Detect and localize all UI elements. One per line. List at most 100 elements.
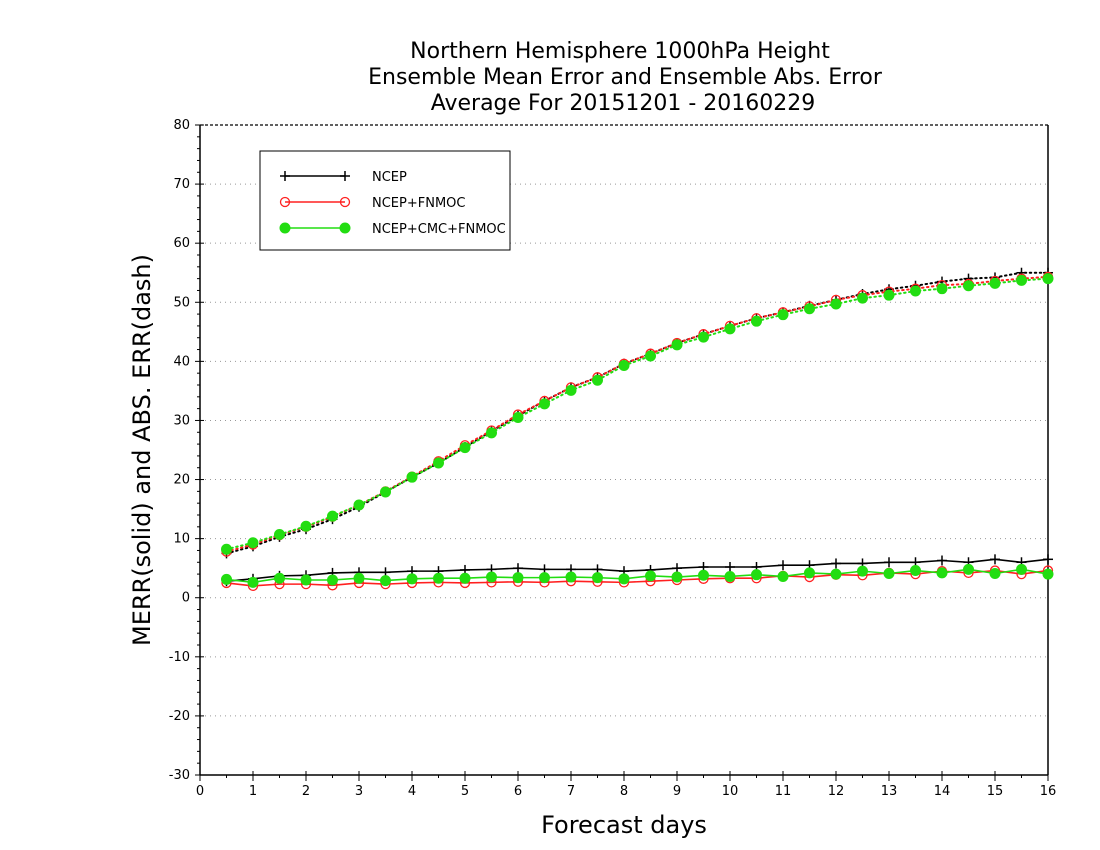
series-ncep-cmc-fnmoc-abs-err-point [433,457,444,469]
series-ncep-cmc-fnmoc-merr-point [406,573,418,585]
y-tick-label: 20 [173,473,190,488]
series-ncep-cmc-fnmoc-abs-err-point [777,309,789,321]
series-ncep-cmc-fnmoc-merr-point [857,565,868,577]
x-tick-label: 8 [620,784,628,799]
series-ncep-cmc-fnmoc-merr-point [247,576,259,588]
series-ncep-cmc-fnmoc-merr-point [433,572,444,584]
series-ncep-cmc-fnmoc-abs-err-point [539,398,550,410]
series-ncep-merr-point [778,560,788,571]
series-ncep-cmc-fnmoc-abs-err-point [1042,273,1054,285]
series-ncep-cmc-fnmoc-merr-point [804,567,815,579]
legend-label-ncep-fnmoc: NCEP+FNMOC [372,196,465,211]
series-ncep-cmc-fnmoc-merr-point [1016,563,1027,575]
legend-item-ncep-fnmoc: NCEP+FNMOC [279,196,465,211]
y-tick-label: 60 [173,236,190,251]
series-ncep-cmc-fnmoc-abs-err-point [883,289,895,301]
x-tick-label: 14 [934,784,951,799]
x-tick-label: 6 [514,784,522,799]
x-tick-label: 3 [355,784,363,799]
series-ncep-cmc-fnmoc-merr-point [300,574,312,586]
series-lines [221,267,1054,592]
y-tick-label: 10 [173,532,190,547]
chart-title-line-2: Ensemble Mean Error and Ensemble Abs. Er… [368,65,883,90]
series-ncep-merr-point [725,562,735,572]
legend-marker-start-ncep [280,171,290,181]
series-ncep-cmc-fnmoc-merr-point [327,574,338,586]
series-ncep-cmc-fnmoc-merr-point [671,571,683,583]
series-ncep-fnmoc [221,271,1054,592]
chart-title-line-1: Northern Hemisphere 1000hPa Height [410,39,830,64]
series-ncep-cmc-fnmoc-merr-point [989,568,1001,579]
legend-label-ncep: NCEP [372,170,407,185]
series-ncep-cmc-fnmoc-merr-point [592,572,603,584]
series-ncep-cmc-fnmoc-merr-point [883,568,895,579]
legend-marker-end-ncep [340,171,350,181]
series-ncep-cmc-fnmoc-merr-point [724,570,736,582]
x-tick-label: 12 [828,784,845,799]
x-tick-label: 5 [461,784,469,799]
series-ncep-cmc-fnmoc-abs-err-point [751,315,762,327]
series-ncep-cmc-fnmoc-merr-point [777,570,789,582]
series-ncep-merr-point [990,554,1000,565]
series-ncep-cmc-fnmoc-merr-point [353,572,365,584]
series-ncep-cmc-fnmoc-merr-point [274,572,285,584]
legend-marker-start-ncep-fnmoc [279,196,291,208]
legend-box [259,150,511,251]
chart-title-line-3: Average For 20151201 - 20160229 [431,91,816,116]
y-tick-label: 80 [173,118,190,133]
series-ncep-cmc-fnmoc-abs-err-point [963,280,974,292]
series-ncep-cmc-fnmoc-merr-point [645,570,656,582]
series-ncep-cmc-fnmoc-abs-err-point [221,543,232,555]
series-ncep-cmc-fnmoc-merr-point [910,565,921,577]
series-ncep-cmc-fnmoc-abs-err-point [857,292,868,304]
series-ncep-cmc-fnmoc-abs-err-point [671,339,683,351]
y-tick-label: 30 [173,413,190,428]
x-tick-label: 11 [775,784,792,799]
series-ncep-merr-point [672,563,682,574]
series-ncep-cmc-fnmoc-merr-point [830,568,842,580]
x-tick-label: 9 [673,784,681,799]
series-ncep-cmc-fnmoc-abs-err-point [512,412,524,423]
series-ncep-cmc-fnmoc-merr-point [698,569,709,581]
x-axis-label: Forecast days [541,811,707,839]
legend-marker-end-ncep-cmc-fnmoc [339,222,351,234]
series-ncep [221,267,1053,587]
x-tick-label: 10 [722,784,739,799]
series-ncep-cmc-fnmoc-abs-err-point [936,283,948,295]
series-ncep-cmc-fnmoc-merr-point [512,572,524,584]
series-ncep-cmc-fnmoc-abs-err-point [274,529,285,540]
series-ncep-cmc-fnmoc-merr-point [459,572,471,584]
legend: NCEP NCEP+FNMOC NCEP+CMC+FNMOC [259,150,511,251]
x-tick-label: 7 [567,784,575,799]
y-tick-label: -20 [169,709,190,724]
x-tick-label: 15 [987,784,1004,799]
series-ncep-cmc-fnmoc-abs-err-point [406,471,418,483]
series-ncep-cmc-fnmoc-abs-err-point [830,298,842,310]
series-ncep-cmc-fnmoc-abs-err-point [459,442,471,454]
series-ncep-cmc-fnmoc-abs-err-point [380,486,391,498]
x-tick-label: 4 [408,784,416,799]
legend-marker-start-ncep-cmc-fnmoc [279,222,291,234]
y-tick-label: 70 [173,177,190,192]
y-axis-label: MERR(solid) and ABS. ERR(dash) [128,254,156,646]
series-ncep-cmc-fnmoc-abs-err-point [645,350,656,362]
x-tick-label: 2 [302,784,310,799]
legend-item-ncep: NCEP [280,170,407,185]
series-ncep-cmc-fnmoc-merr-point [486,571,497,583]
x-tick-label: 16 [1040,784,1057,799]
series-ncep-cmc-fnmoc-abs-err-point [565,384,577,396]
gridlines [200,183,1048,717]
series-ncep-cmc-fnmoc-abs-err-point [724,323,736,335]
series-ncep-cmc-fnmoc-merr-point [618,573,630,585]
series-ncep-merr-point [513,563,523,574]
series-ncep-cmc-fnmoc-abs-err-point [327,510,338,522]
series-ncep-cmc-fnmoc-merr-point [963,563,974,575]
series-ncep-merr-point [937,555,947,566]
x-tick-label: 0 [196,784,204,799]
series-ncep-cmc-fnmoc-merr-point [539,572,550,584]
series-ncep-cmc-fnmoc-abs-err-point [618,360,630,371]
y-tick-label: 50 [173,295,190,310]
x-tick-label: 1 [249,784,257,799]
series-ncep-cmc-fnmoc-merr-point [751,569,762,581]
